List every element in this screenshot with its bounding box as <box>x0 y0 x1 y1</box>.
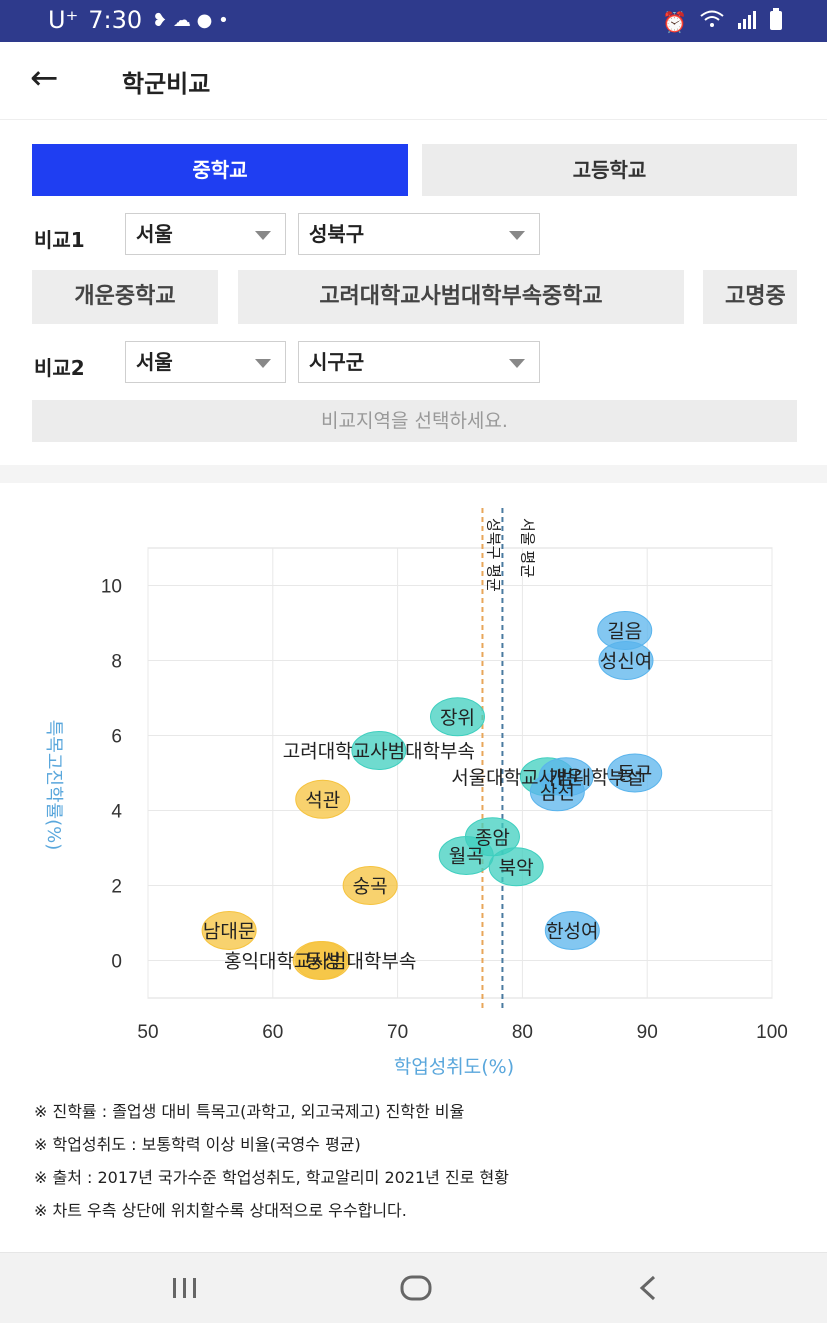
chevron-down-icon <box>255 231 271 240</box>
app-bar: ← 학군비교 <box>0 42 827 120</box>
chevron-down-icon <box>509 359 525 368</box>
compare1-district-value: 성북구 <box>309 222 365 246</box>
data-point-label: 길음 <box>607 621 642 643</box>
note-line: ※ 진학률 : 졸업생 대비 특목고(과학고, 외고국제고) 진학한 비율 <box>34 1102 465 1121</box>
chart-notes: ※ 진학률 : 졸업생 대비 특목고(과학고, 외고국제고) 진학한 비율 ※ … <box>34 1098 804 1230</box>
x-tick-label: 100 <box>756 1022 788 1043</box>
compare2-city-select[interactable]: 서울 <box>125 341 286 383</box>
note-line: ※ 차트 우측 상단에 위치할수록 상대적으로 우수합니다. <box>34 1201 407 1220</box>
y-tick-label: 4 <box>111 802 122 823</box>
y-tick-label: 10 <box>101 577 122 598</box>
reference-line-label: 서울 평균 <box>518 518 536 578</box>
wifi-icon <box>699 9 725 34</box>
data-point <box>295 779 351 819</box>
note-line: ※ 출처 : 2017년 국가수준 학업성취도, 학교알리미 2021년 진로 … <box>34 1168 509 1187</box>
compare2-district-select[interactable]: 시구군 <box>298 341 540 383</box>
back-button[interactable] <box>608 1267 688 1311</box>
scatter-chart: 0 2 4 6 8 10 50 60 70 80 90 100 학업성취도(%) 특목고진학률(%) 성북구… <box>0 483 827 1103</box>
compare2-label: 비교2 <box>34 356 85 380</box>
y-axis-label: 특목고진학률(%) <box>43 720 64 851</box>
chevron-down-icon <box>509 231 525 240</box>
data-point <box>544 911 600 950</box>
compare2-city-value: 서울 <box>136 350 173 374</box>
note-line: ※ 학업성취도 : 보통학력 이상 비율(국영수 평균) <box>34 1135 361 1154</box>
notification-icons: ❥ ☁ ● • <box>152 9 229 31</box>
data-point-label: 석관 <box>305 789 340 811</box>
data-point-label: 종암 <box>475 827 510 849</box>
x-axis-label: 학업성취도(%) <box>394 1056 514 1078</box>
data-point-label: 개운 <box>549 767 584 789</box>
compare2-district-value: 시구군 <box>309 350 365 374</box>
back-arrow-icon[interactable]: ← <box>30 58 59 98</box>
clock: 7:30 <box>88 6 143 34</box>
compare1-label: 비교1 <box>34 228 85 252</box>
data-point <box>438 836 494 875</box>
data-point-label: 남대문 <box>203 921 255 943</box>
recent-apps-button[interactable] <box>145 1267 225 1311</box>
data-point-label: 북악 <box>499 857 534 879</box>
data-point-label: 고려대학교사범대학부속 <box>283 741 475 763</box>
chevron-down-icon <box>255 359 271 368</box>
school-chip[interactable]: 고려대학교사범대학부속중학교 <box>238 270 684 324</box>
data-point-label: 장위 <box>440 707 475 729</box>
data-point <box>607 753 663 793</box>
data-point <box>488 847 544 887</box>
compare1-district-select[interactable]: 성북구 <box>298 213 540 255</box>
data-point-label: 동성 <box>305 951 340 973</box>
battery-icon <box>769 8 783 35</box>
data-point-label: 월곡 <box>449 846 484 868</box>
data-point <box>342 866 398 905</box>
back-icon <box>639 1275 656 1301</box>
school-chip[interactable]: 고명중 <box>703 270 797 324</box>
y-tick-label: 2 <box>111 877 122 898</box>
data-point <box>529 772 585 812</box>
x-tick-label: 50 <box>137 1022 158 1043</box>
x-tick-label: 60 <box>262 1022 283 1043</box>
data-point-label: 한성여 <box>546 921 598 943</box>
data-point-label: 숭곡 <box>353 876 388 898</box>
signal-icon <box>737 10 757 34</box>
school-chip[interactable]: 개운중학교 <box>32 270 218 324</box>
data-point-label: 서울대학교사범대학부설 <box>451 767 643 789</box>
section-divider <box>0 465 827 483</box>
page-title: 학군비교 <box>122 70 211 98</box>
carrier-label: U⁺ <box>48 6 79 34</box>
data-point-label: 성신여 <box>600 651 652 673</box>
x-tick-label: 90 <box>637 1022 658 1043</box>
data-point-label: 홍익대학교사범대학부속 <box>224 951 416 973</box>
reference-line-label: 성북구 평균 <box>484 518 502 592</box>
y-tick-label: 0 <box>111 952 122 973</box>
data-point-label: 삼선 <box>540 782 575 804</box>
home-icon <box>400 1275 432 1301</box>
data-point <box>351 731 407 770</box>
filter-panel: 중학교 고등학교 비교1 서울 성북구 개운중학교 고려대학교사범대학부속중학교… <box>0 120 827 465</box>
x-tick-label: 70 <box>387 1022 408 1043</box>
x-tick-label: 80 <box>512 1022 533 1043</box>
compare1-city-select[interactable]: 서울 <box>125 213 286 255</box>
school-chip-list[interactable]: 개운중학교 고려대학교사범대학부속중학교 고명중 <box>32 270 797 324</box>
data-point <box>430 697 486 737</box>
y-tick-label: 6 <box>111 727 122 748</box>
data-point-label: 동구 <box>617 763 652 785</box>
compare-notice: 비교지역을 선택하세요. <box>32 400 797 442</box>
data-point <box>295 941 351 980</box>
recent-apps-icon <box>173 1278 196 1298</box>
alarm-icon: ⏰ <box>662 9 687 34</box>
compare1-city-value: 서울 <box>136 222 173 246</box>
tab-high-school[interactable]: 고등학교 <box>422 144 797 196</box>
data-point <box>201 911 257 950</box>
chart-svg: 0 2 4 6 8 10 50 60 70 80 90 100 학업성취도(%) 특목고진학률(%) 성북구… <box>43 508 788 1078</box>
data-point <box>598 641 654 680</box>
home-button[interactable] <box>376 1267 456 1311</box>
status-bar: U⁺ 7:30 ❥ ☁ ● • ⏰ <box>0 0 827 42</box>
tab-middle-school[interactable]: 중학교 <box>32 144 408 196</box>
system-nav-bar <box>0 1252 827 1323</box>
y-tick-label: 8 <box>111 652 122 673</box>
